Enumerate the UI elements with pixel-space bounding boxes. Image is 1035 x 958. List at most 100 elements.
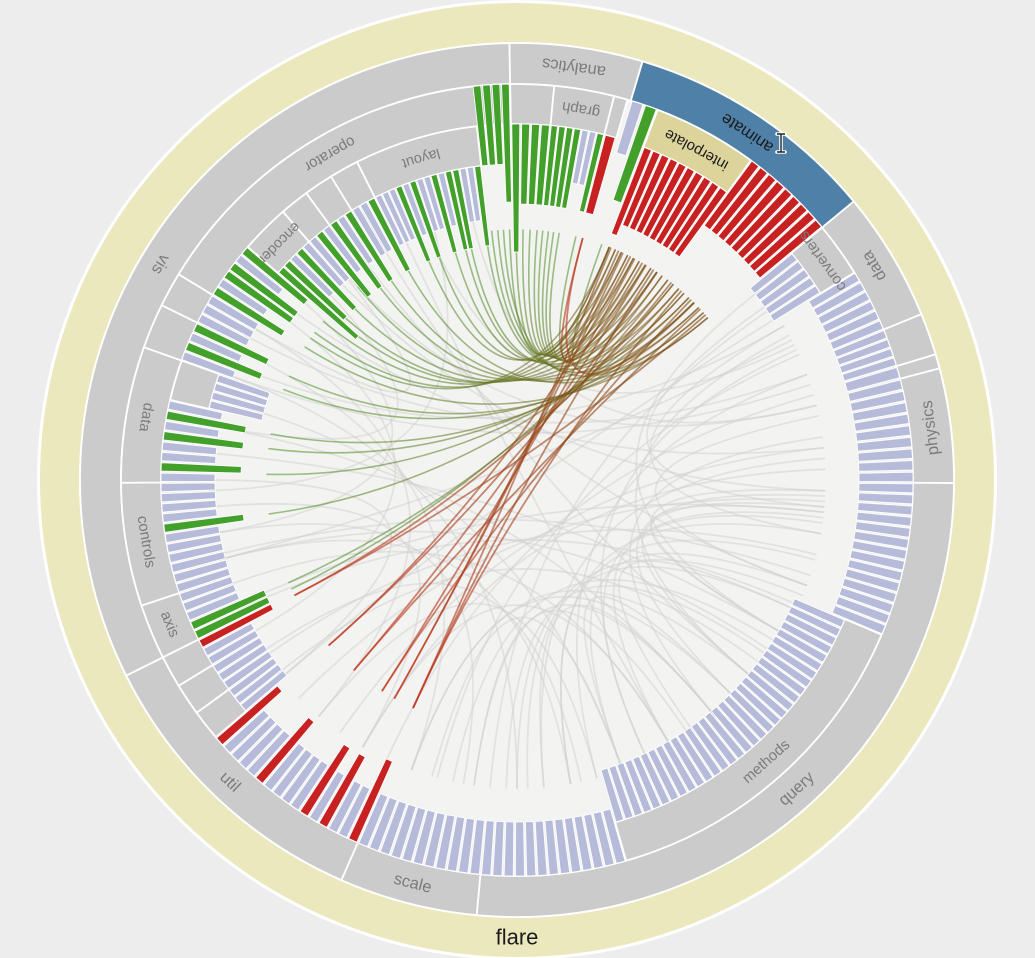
class-node-vis-data[interactable]	[161, 441, 218, 456]
class-node-label[interactable]	[359, 201, 393, 254]
class-node-methods[interactable]	[608, 764, 634, 820]
class-node-encoder[interactable]	[302, 241, 345, 288]
class-node-filter[interactable]	[344, 210, 394, 283]
class-node-scale[interactable]	[401, 806, 427, 863]
class-node-vis-data[interactable]	[167, 400, 224, 421]
class-node-query[interactable]	[856, 511, 912, 527]
class-node-methods[interactable]	[662, 740, 697, 793]
class-node-methods[interactable]	[624, 759, 653, 814]
class-node-util[interactable]	[238, 723, 284, 770]
class-node-interpolate[interactable]	[667, 181, 720, 254]
class-node-animate[interactable]	[717, 173, 777, 242]
class-node-vis[interactable]	[491, 83, 504, 166]
class-node-converters[interactable]	[769, 285, 821, 322]
class-node-methods[interactable]	[723, 694, 768, 740]
class-node-controls[interactable]	[162, 508, 218, 523]
class-node-events[interactable]	[193, 323, 270, 366]
class-node-interpolate[interactable]	[628, 154, 670, 231]
class-node-animate[interactable]	[710, 167, 768, 236]
class-node-filter[interactable]	[337, 215, 374, 265]
class-node-axis[interactable]	[182, 584, 237, 612]
class-node-controls[interactable]	[163, 513, 245, 533]
class-node-data[interactable]	[808, 272, 860, 309]
class-node-layout[interactable]	[423, 175, 446, 231]
class-node-query[interactable]	[592, 811, 615, 867]
class-node-axis[interactable]	[179, 576, 234, 603]
class-node-math[interactable]	[217, 644, 269, 682]
class-node-encoder[interactable]	[278, 266, 360, 340]
class-node-methods[interactable]	[751, 663, 800, 704]
class-node-interpolate[interactable]	[622, 150, 661, 228]
segment-label-vis-data[interactable]: data	[135, 401, 157, 433]
class-node-cluster[interactable]	[520, 123, 531, 205]
class-node-encoder[interactable]	[296, 247, 358, 312]
class-node-scale[interactable]	[435, 814, 456, 870]
class-node-controls[interactable]	[164, 525, 221, 543]
class-node-util[interactable]	[231, 716, 277, 762]
class-node-axis[interactable]	[194, 596, 271, 640]
class-node-util[interactable]	[318, 753, 366, 828]
class-node-distortion[interactable]	[323, 225, 362, 274]
class-node-methods[interactable]	[787, 605, 841, 637]
class-node-methods[interactable]	[632, 755, 662, 810]
class-node-operator[interactable]	[241, 247, 309, 306]
class-node-vis[interactable]	[482, 84, 497, 166]
class-node-controls[interactable]	[176, 567, 231, 593]
class-node-graph[interactable]	[543, 125, 558, 207]
class-node-methods[interactable]	[710, 706, 753, 754]
class-node-physics[interactable]	[856, 436, 913, 452]
class-node-display[interactable]	[841, 357, 897, 382]
class-node-methods[interactable]	[704, 711, 746, 760]
class-node-events[interactable]	[185, 341, 263, 380]
class-node-methods[interactable]	[600, 767, 625, 823]
class-node-animate[interactable]	[730, 188, 793, 253]
class-node-math[interactable]	[223, 650, 273, 690]
class-node-query[interactable]	[847, 559, 903, 582]
class-node-converters[interactable]	[764, 277, 815, 315]
class-node-layout[interactable]	[402, 182, 428, 237]
class-node-layout[interactable]	[444, 170, 469, 251]
class-node-layout[interactable]	[381, 191, 411, 244]
class-node-vis-data[interactable]	[164, 420, 220, 438]
class-node-axis[interactable]	[186, 592, 240, 621]
class-node-physics[interactable]	[855, 425, 911, 442]
segment-cluster[interactable]	[509, 83, 556, 127]
class-node-util[interactable]	[290, 760, 329, 811]
class-node-vis-data[interactable]	[162, 431, 245, 450]
class-node-interpolate[interactable]	[661, 176, 712, 249]
class-node-physics[interactable]	[858, 471, 914, 482]
class-node-distortion[interactable]	[309, 236, 351, 283]
class-node-interpolate[interactable]	[635, 158, 679, 235]
class-node-util[interactable]	[348, 758, 393, 843]
class-node-interpolate[interactable]	[648, 167, 695, 242]
class-node-cluster[interactable]	[527, 123, 541, 205]
class-node-vis-data[interactable]	[160, 462, 242, 474]
class-node-controls[interactable]	[160, 482, 216, 493]
class-node-util[interactable]	[246, 730, 291, 777]
class-node-util[interactable]	[338, 784, 371, 839]
class-node-methods[interactable]	[697, 716, 738, 766]
class-node-encoder[interactable]	[284, 260, 348, 321]
class-node-query[interactable]	[563, 817, 582, 873]
class-node-methods[interactable]	[766, 642, 818, 680]
class-node-operator[interactable]	[218, 278, 269, 316]
class-node-physics[interactable]	[847, 379, 903, 402]
class-node-graph[interactable]	[571, 129, 589, 185]
class-node-render[interactable]	[216, 374, 271, 400]
class-node-heap[interactable]	[240, 670, 288, 712]
class-node-data[interactable]	[812, 282, 866, 317]
class-node-methods[interactable]	[762, 649, 812, 688]
class-node-optimization[interactable]	[585, 134, 616, 216]
class-node-util[interactable]	[328, 780, 362, 834]
class-node-animate[interactable]	[754, 219, 822, 279]
class-node-interpolate[interactable]	[674, 187, 728, 258]
class-node-methods[interactable]	[690, 722, 730, 772]
class-node-query[interactable]	[857, 492, 914, 505]
class-node-scale[interactable]	[358, 793, 389, 848]
class-node-controls[interactable]	[170, 551, 226, 573]
class-node-events[interactable]	[181, 351, 236, 379]
class-node-query[interactable]	[851, 540, 908, 560]
class-node-legend[interactable]	[197, 313, 251, 347]
class-node-events[interactable]	[188, 332, 243, 363]
class-node-scale[interactable]	[412, 809, 436, 866]
